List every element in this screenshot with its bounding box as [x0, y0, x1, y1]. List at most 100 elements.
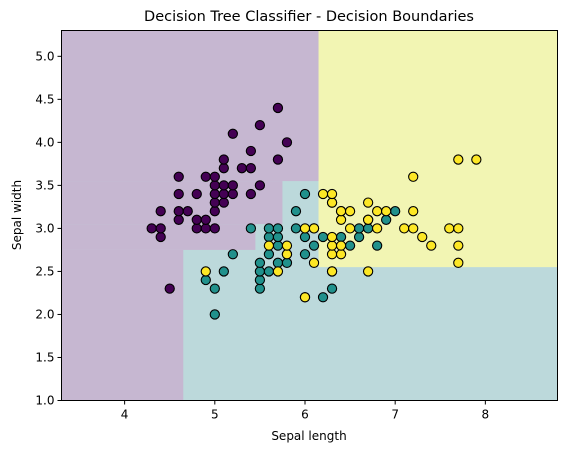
point-class-2 — [453, 257, 464, 268]
point-class-1 — [254, 257, 266, 268]
region-class-2 — [318, 30, 558, 268]
point-class-2 — [426, 240, 437, 251]
x-axis-label: Sepal length — [271, 429, 346, 443]
point-class-1 — [272, 231, 284, 243]
point-class-0 — [218, 180, 229, 191]
point-class-0 — [182, 206, 193, 217]
point-class-1 — [218, 266, 229, 277]
point-class-0 — [155, 231, 166, 243]
point-class-1 — [254, 283, 266, 294]
point-class-1 — [272, 223, 284, 234]
x-tick-label: 4 — [121, 408, 129, 422]
region-class-0 — [61, 181, 283, 225]
point-class-0 — [218, 197, 229, 208]
point-class-0 — [254, 120, 266, 131]
x-axis-ticks: 4 5 6 7 8 — [121, 400, 490, 422]
point-class-0 — [200, 214, 211, 225]
point-class-2 — [444, 223, 455, 234]
point-class-1 — [326, 283, 338, 294]
point-class-0 — [281, 137, 293, 148]
x-tick-label: 7 — [391, 408, 399, 422]
point-class-2 — [317, 188, 329, 200]
point-class-2 — [326, 249, 338, 260]
y-tick-label: 2.0 — [35, 307, 54, 321]
point-class-1 — [227, 249, 238, 260]
point-class-2 — [299, 292, 311, 303]
point-class-2 — [344, 223, 356, 234]
point-class-0 — [164, 283, 175, 294]
point-class-1 — [317, 231, 329, 243]
point-class-2 — [308, 223, 320, 234]
point-class-1 — [299, 188, 311, 200]
point-class-1 — [209, 283, 220, 294]
point-class-2 — [362, 197, 374, 208]
point-class-2 — [326, 240, 338, 251]
point-class-2 — [200, 266, 211, 277]
point-class-2 — [453, 154, 464, 165]
y-axis-ticks: 1.0 1.5 2.0 2.5 3.0 3.5 4.0 4.5 5.0 — [35, 49, 62, 408]
point-class-1 — [254, 274, 266, 286]
x-tick-label: 8 — [482, 408, 490, 422]
point-class-1 — [263, 266, 275, 277]
point-class-2 — [281, 240, 293, 251]
point-class-2 — [326, 197, 338, 208]
point-class-0 — [173, 171, 184, 182]
point-class-0 — [155, 206, 166, 217]
point-class-0 — [146, 223, 157, 234]
point-class-1 — [272, 240, 284, 251]
point-class-2 — [335, 240, 347, 251]
point-class-2 — [308, 257, 320, 268]
point-class-1 — [362, 223, 374, 234]
point-class-1 — [299, 249, 311, 260]
point-class-2 — [362, 266, 374, 277]
point-class-1 — [254, 266, 266, 277]
point-class-2 — [453, 240, 464, 251]
y-tick-label: 3.5 — [35, 178, 54, 192]
point-class-2 — [453, 223, 464, 234]
point-class-0 — [218, 163, 229, 174]
point-class-2 — [408, 171, 419, 182]
point-class-2 — [272, 266, 284, 277]
point-class-1 — [353, 223, 365, 234]
y-tick-label: 1.0 — [35, 394, 54, 408]
point-class-2 — [326, 231, 338, 243]
point-class-0 — [236, 163, 248, 174]
region-class-0 — [61, 249, 184, 401]
y-axis-label: Sepal width — [10, 180, 24, 250]
y-tick-label: 3.0 — [35, 221, 54, 235]
point-class-0 — [227, 180, 238, 191]
point-class-2 — [362, 214, 374, 225]
y-tick-label: 1.5 — [35, 350, 54, 364]
point-class-0 — [173, 206, 184, 217]
point-class-0 — [209, 180, 220, 191]
x-tick-label: 5 — [211, 408, 219, 422]
point-class-0 — [272, 102, 284, 114]
point-class-2 — [417, 231, 428, 243]
point-class-1 — [272, 257, 284, 268]
point-class-0 — [209, 171, 220, 182]
point-class-2 — [281, 249, 293, 260]
point-class-0 — [155, 223, 166, 234]
point-class-0 — [245, 188, 257, 200]
y-tick-label: 4.0 — [35, 135, 54, 149]
point-class-0 — [173, 214, 184, 225]
point-class-1 — [353, 231, 365, 243]
data-points — [146, 102, 482, 320]
y-tick-label: 5.0 — [35, 49, 54, 63]
point-class-2 — [408, 223, 419, 234]
point-class-2 — [299, 223, 311, 234]
point-class-1 — [290, 223, 302, 234]
point-class-0 — [227, 128, 238, 139]
point-class-2 — [335, 214, 347, 225]
point-class-0 — [272, 154, 284, 165]
point-class-1 — [390, 206, 401, 217]
point-class-2 — [335, 206, 347, 217]
point-class-0 — [191, 214, 202, 225]
decision-regions — [61, 30, 558, 401]
point-class-2 — [471, 154, 482, 165]
point-class-1 — [209, 309, 220, 320]
point-class-1 — [245, 223, 257, 234]
point-class-0 — [173, 188, 184, 200]
point-class-1 — [335, 231, 347, 243]
